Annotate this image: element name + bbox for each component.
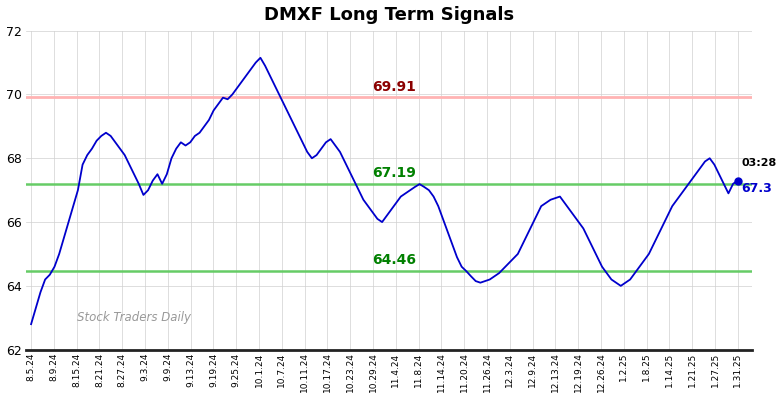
Title: DMXF Long Term Signals: DMXF Long Term Signals bbox=[264, 6, 514, 23]
Text: Stock Traders Daily: Stock Traders Daily bbox=[77, 311, 191, 324]
Text: 67.3: 67.3 bbox=[742, 182, 772, 195]
Text: 03:28: 03:28 bbox=[742, 158, 777, 168]
Text: 64.46: 64.46 bbox=[372, 254, 416, 267]
Text: 67.19: 67.19 bbox=[372, 166, 416, 180]
Text: 69.91: 69.91 bbox=[372, 80, 416, 94]
